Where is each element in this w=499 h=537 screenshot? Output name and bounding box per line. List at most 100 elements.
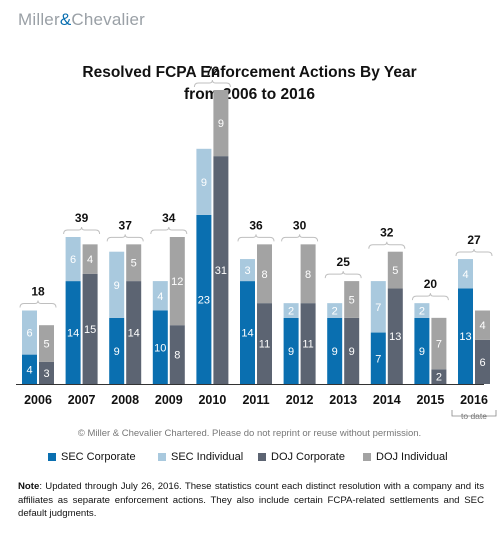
total-label-2010: 72 — [206, 64, 220, 78]
footnote-text: : Updated through July 26, 2016. These s… — [18, 481, 484, 519]
total-label-2011: 36 — [249, 218, 263, 232]
total-bracket-2009 — [150, 226, 188, 235]
data-label-sec-corporate-2016: 13 — [459, 331, 471, 343]
bar-sec-individual-2014 — [370, 281, 386, 333]
data-label-sec-corporate-2013: 9 — [332, 346, 338, 358]
data-label-sec-corporate-2015: 9 — [419, 346, 425, 358]
bar-sec-corporate-2012 — [283, 317, 299, 384]
total-bracket-2013 — [324, 271, 362, 279]
total-label-2013: 25 — [337, 255, 351, 269]
total-bracket-2016 — [455, 249, 493, 257]
bar-sec-corporate-2007 — [65, 281, 81, 384]
data-label-doj-individual-2011: 8 — [261, 269, 267, 281]
copyright-notice: © Miller & Chevalier Chartered. Please d… — [77, 428, 422, 439]
data-label-doj-individual-2014: 5 — [392, 265, 398, 277]
x-tick-label-2012: 2012 — [286, 393, 314, 407]
bar-doj-corporate-2016 — [475, 339, 490, 384]
legend-swatch-doj-corporate — [258, 453, 266, 461]
data-label-sec-corporate-2014: 7 — [375, 353, 381, 365]
to-date-label: to date — [461, 411, 487, 421]
x-tick-label-2014: 2014 — [373, 393, 401, 407]
x-tick-label-2013: 2013 — [329, 393, 357, 407]
bar-doj-corporate-2015 — [431, 369, 447, 384]
bar-sec-corporate-2009 — [152, 310, 168, 384]
x-tick-label-2016: 2016 — [460, 393, 488, 407]
brand-logo-left: Miller — [18, 10, 60, 29]
total-label-2008: 37 — [119, 218, 133, 232]
total-bracket-2010 — [193, 79, 231, 88]
total-bracket-2012 — [281, 234, 319, 242]
legend-item-doj-corporate: DOJ Corporate — [258, 451, 345, 463]
legend-label-sec-corporate: SEC Corporate — [61, 451, 136, 463]
data-label-doj-individual-2013: 5 — [349, 294, 355, 306]
data-label-doj-corporate-2016: 6 — [479, 357, 485, 369]
total-bracket-2011 — [237, 234, 275, 242]
bar-sec-individual-2012 — [283, 303, 299, 318]
data-label-doj-corporate-2013: 9 — [349, 346, 355, 358]
data-label-doj-corporate-2008: 14 — [128, 328, 140, 340]
data-label-doj-corporate-2006: 3 — [43, 368, 49, 380]
bar-doj-corporate-2007 — [82, 273, 98, 384]
bar-doj-corporate-2009 — [169, 325, 185, 384]
bar-sec-individual-2010 — [196, 148, 212, 215]
data-label-doj-individual-2010: 9 — [218, 118, 224, 130]
bar-sec-individual-2007 — [65, 237, 81, 282]
data-label-sec-individual-2007: 6 — [70, 254, 76, 266]
bar-doj-individual-2010 — [213, 90, 229, 157]
bar-doj-individual-2015 — [431, 317, 447, 370]
bar-sec-individual-2016 — [458, 259, 473, 289]
x-tick-label-2015: 2015 — [416, 393, 444, 407]
data-label-sec-individual-2009: 4 — [157, 291, 163, 303]
bar-sec-corporate-2015 — [414, 317, 430, 384]
bar-chart: 4635182006146154392007991453720081048123… — [16, 64, 497, 421]
legend-label-doj-individual: DOJ Individual — [376, 451, 448, 463]
bar-doj-individual-2012 — [300, 244, 316, 304]
data-label-sec-corporate-2012: 9 — [288, 346, 294, 358]
data-label-doj-individual-2016: 4 — [479, 320, 485, 332]
x-tick-label-2009: 2009 — [155, 393, 183, 407]
x-tick-label-2010: 2010 — [198, 393, 226, 407]
bar-sec-individual-2015 — [414, 303, 430, 318]
data-label-sec-individual-2014: 7 — [375, 302, 381, 314]
data-label-sec-corporate-2011: 14 — [241, 328, 253, 340]
data-label-sec-individual-2015: 2 — [419, 306, 425, 318]
bar-doj-individual-2006 — [39, 325, 54, 362]
data-label-doj-corporate-2015: 2 — [436, 372, 442, 384]
bar-doj-individual-2016 — [475, 310, 490, 340]
data-label-doj-corporate-2014: 13 — [389, 331, 401, 343]
x-tick-label-2008: 2008 — [111, 393, 139, 407]
bar-sec-individual-2013 — [327, 303, 343, 318]
bar-sec-corporate-2010 — [196, 214, 212, 384]
total-label-2015: 20 — [424, 277, 438, 291]
bar-doj-individual-2009 — [169, 237, 185, 326]
footnote-label: Note — [18, 481, 40, 492]
bar-sec-corporate-2014 — [370, 332, 386, 384]
data-label-sec-individual-2016: 4 — [462, 269, 468, 281]
legend-label-sec-individual: SEC Individual — [171, 451, 244, 463]
legend-item-sec-corporate: SEC Corporate — [48, 451, 136, 463]
bar-doj-individual-2007 — [82, 244, 98, 274]
brand-logo-ampersand: & — [59, 10, 72, 29]
data-label-doj-corporate-2010: 31 — [215, 265, 227, 277]
total-bracket-2015 — [411, 293, 449, 301]
bar-doj-corporate-2013 — [344, 317, 360, 384]
legend-swatch-sec-corporate — [48, 453, 56, 461]
total-bracket-2014 — [368, 241, 406, 249]
data-label-doj-individual-2007: 4 — [87, 254, 93, 266]
bar-doj-individual-2011 — [257, 244, 272, 304]
data-label-sec-corporate-2006: 4 — [26, 364, 32, 376]
bar-doj-corporate-2010 — [213, 156, 229, 384]
data-label-doj-corporate-2007: 15 — [84, 324, 96, 336]
data-label-sec-corporate-2008: 9 — [114, 346, 120, 358]
data-label-doj-individual-2008: 5 — [131, 258, 137, 270]
total-label-2014: 32 — [380, 226, 394, 240]
total-label-2006: 18 — [31, 285, 45, 299]
data-label-doj-corporate-2011: 11 — [259, 339, 270, 351]
to-date-bracket — [451, 410, 497, 417]
total-bracket-2007 — [63, 226, 101, 235]
bar-sec-corporate-2016 — [458, 288, 473, 384]
bar-doj-corporate-2011 — [257, 303, 272, 384]
data-label-doj-individual-2009: 12 — [171, 276, 183, 288]
legend-swatch-doj-individual — [363, 453, 371, 461]
data-label-sec-corporate-2007: 14 — [67, 328, 79, 340]
